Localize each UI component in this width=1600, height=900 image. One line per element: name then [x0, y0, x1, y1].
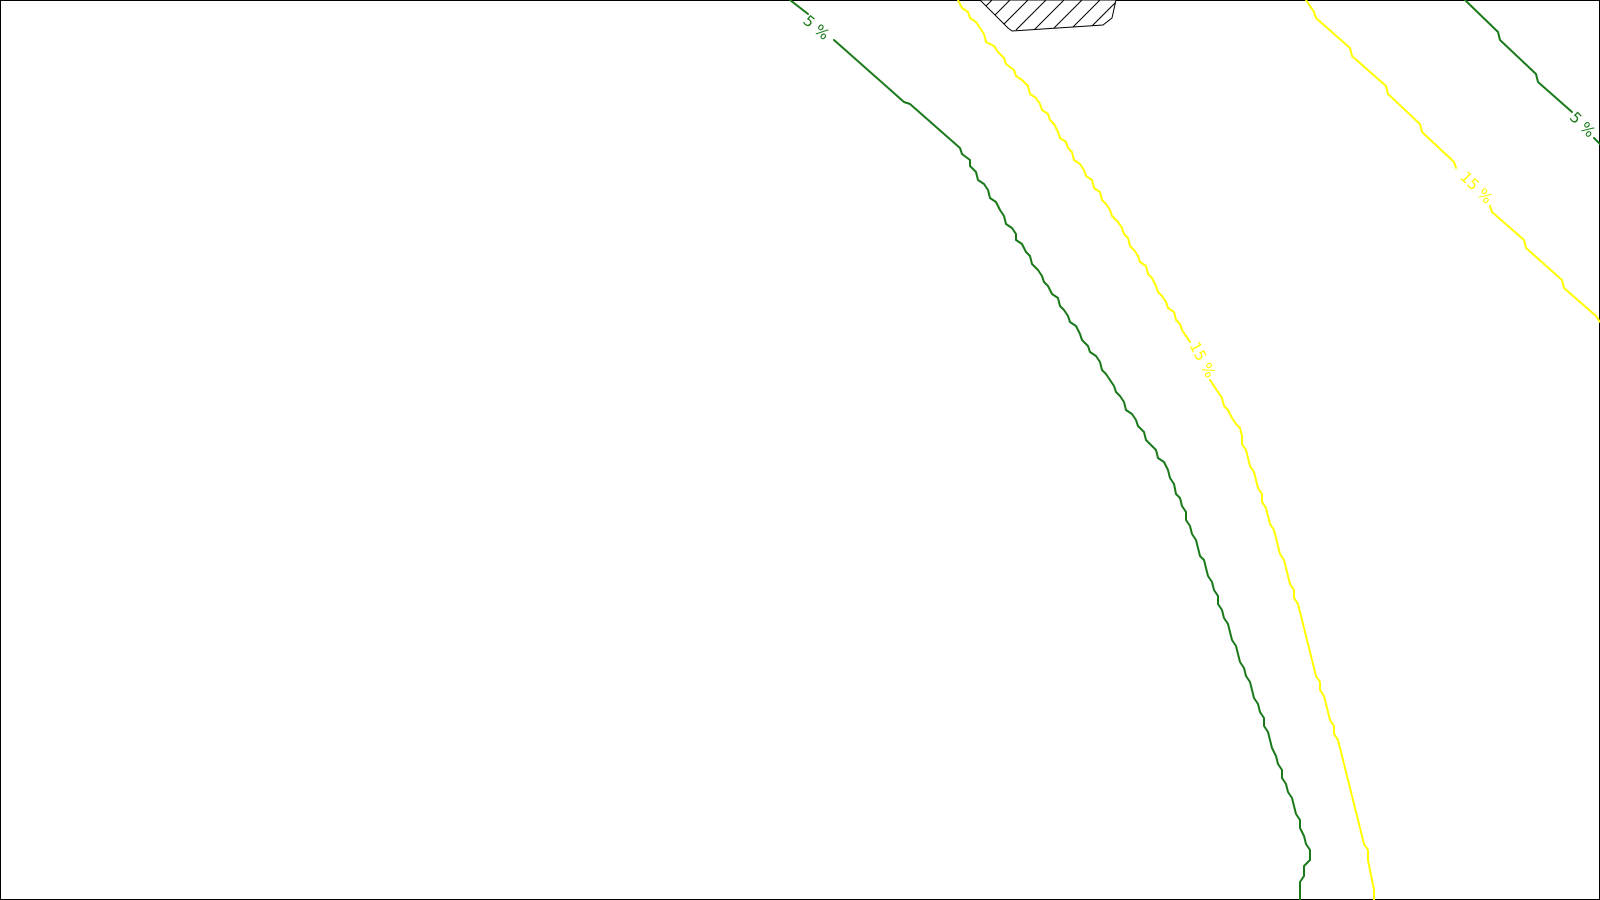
contour-label-15-percent-right: 15 % — [1457, 168, 1497, 208]
contour-line-15-percent-right — [1305, 0, 1600, 323]
contour-line-5-percent-right — [1464, 0, 1600, 145]
contour-label-15-percent-center: 15 % — [1186, 339, 1220, 381]
contour-label-5-percent-left: 5 % — [800, 12, 833, 44]
hatched-area-icon — [979, 0, 1117, 32]
contour-line-5-percent — [789, 0, 1311, 900]
contour-label-5-percent-right: 5 % — [1566, 108, 1599, 141]
contour-line-15-percent — [957, 0, 1375, 900]
